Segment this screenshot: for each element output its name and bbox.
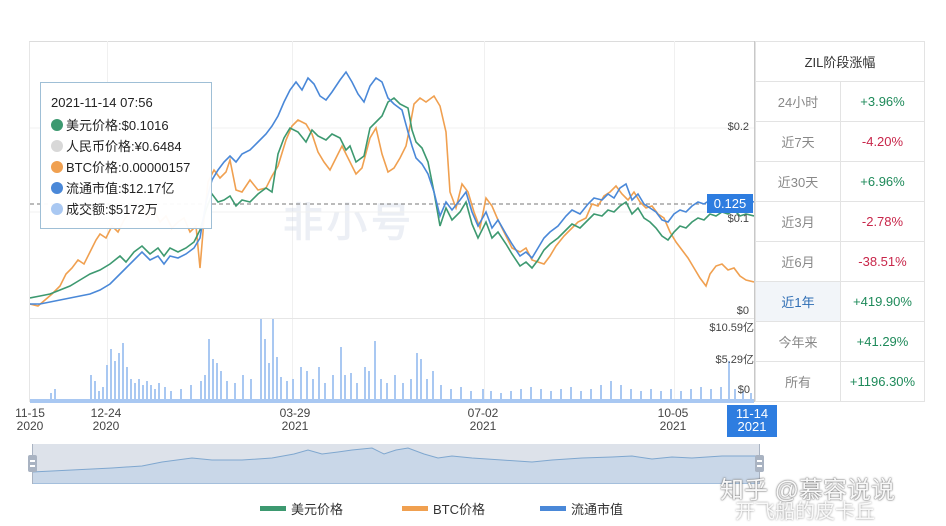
- tooltip-row-volume: 成交额:$5172万: [51, 198, 201, 219]
- watermark-sub: 开飞船的皮卡丘: [735, 501, 875, 523]
- legend-item-usd-price[interactable]: 美元价格: [260, 499, 343, 518]
- volume-chart[interactable]: [30, 318, 754, 403]
- legend-item-btc-price[interactable]: BTC价格: [402, 499, 485, 518]
- x-axis-label: 07-02 2021: [467, 406, 499, 433]
- stats-row[interactable]: 近6月 -38.51%: [755, 241, 925, 282]
- range-navigator[interactable]: [32, 444, 760, 484]
- x-axis-label: 12-24 2020: [90, 406, 122, 433]
- chart-tooltip: 2021-11-14 07:56 美元价格:$0.1016 人民币价格:¥0.6…: [40, 82, 212, 229]
- x-axis-label: 10-05 2021: [657, 406, 689, 433]
- x-axis-label: 11-15 2020: [15, 406, 45, 433]
- grid-line: [484, 41, 485, 402]
- legend-swatch-icon: [540, 506, 566, 511]
- series-dot-icon: [51, 139, 63, 152]
- x-axis-label-current: 11-14 2021: [727, 405, 777, 437]
- tooltip-row-cny-price: 人民币价格:¥0.6484: [51, 135, 201, 156]
- series-dot-icon: [51, 118, 63, 131]
- period-change-table: ZIL阶段涨幅 24小时 +3.96% 近7天 -4.20% 近30天 +6.96% …: [755, 41, 925, 402]
- stats-row[interactable]: 近3月 -2.78%: [755, 201, 925, 242]
- navigator-right-handle[interactable]: [755, 455, 764, 472]
- tooltip-row-usd-price: 美元价格:$0.1016: [51, 114, 201, 135]
- grid-line: [292, 41, 293, 402]
- legend-swatch-icon: [260, 506, 286, 511]
- volume-axis-label-mid: $5.29亿: [715, 354, 754, 366]
- price-axis-label-mid: $0.1: [727, 213, 749, 225]
- series-dot-icon: [51, 160, 63, 173]
- navigator-left-handle[interactable]: [28, 455, 37, 472]
- tooltip-row-market-cap: 流通市值:$12.17亿: [51, 177, 201, 198]
- stats-row-selected[interactable]: 近1年 +419.90%: [755, 281, 925, 322]
- volume-axis-label-top: $10.59亿: [709, 322, 754, 334]
- grid-line: [674, 41, 675, 402]
- tooltip-row-btc-price: BTC价格:0.00000157: [51, 156, 201, 177]
- stats-row[interactable]: 今年来 +41.29%: [755, 321, 925, 362]
- stats-title: ZIL阶段涨幅: [755, 41, 925, 82]
- legend-swatch-icon: [402, 506, 428, 511]
- watermark-logo: 非小号: [283, 201, 415, 245]
- stats-row[interactable]: 24小时 +3.96%: [755, 81, 925, 122]
- current-price-badge: 0.125: [707, 194, 753, 213]
- x-axis-label: 03-29 2021: [279, 406, 311, 433]
- price-axis-label-bottom: $0: [736, 305, 749, 317]
- chart-frame: [29, 41, 755, 402]
- right-axis-line: [754, 41, 755, 402]
- legend-item-market-cap[interactable]: 流通市值: [540, 499, 623, 518]
- series-dot-icon: [51, 181, 63, 194]
- price-axis-label-top: $0.2: [727, 121, 749, 133]
- stats-row[interactable]: 近7天 -4.20%: [755, 121, 925, 162]
- stats-row[interactable]: 所有 +1196.30%: [755, 361, 925, 402]
- tooltip-date: 2021-11-14 07:56: [51, 95, 153, 110]
- stats-row[interactable]: 近30天 +6.96%: [755, 161, 925, 202]
- series-dot-icon: [51, 202, 63, 215]
- watermark-zhihu: 知乎 @慕容说说: [720, 477, 896, 504]
- volume-axis-label-bottom: $0: [737, 384, 750, 396]
